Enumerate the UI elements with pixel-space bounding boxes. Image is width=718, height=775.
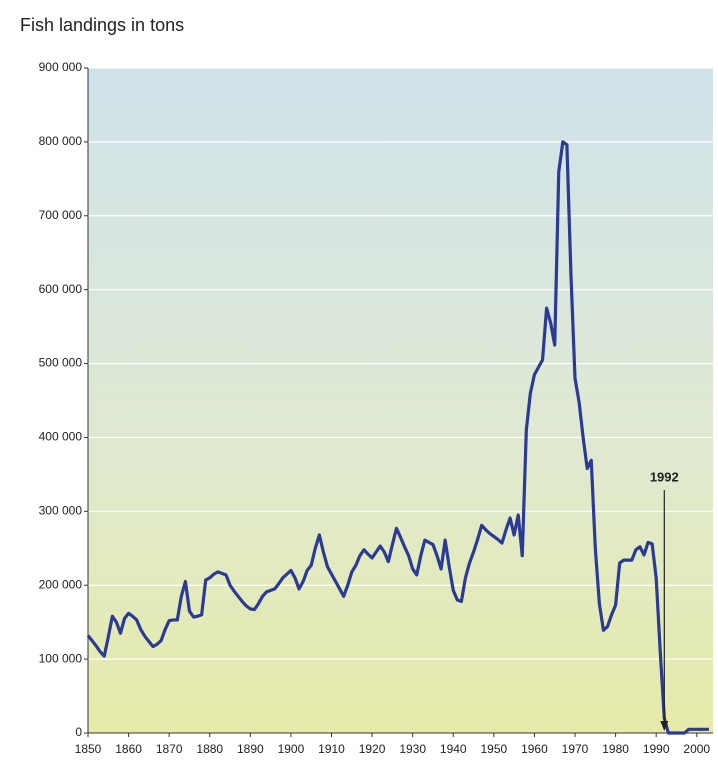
y-tick-label: 700 000 <box>39 208 83 222</box>
x-tick-label: 1940 <box>440 742 467 756</box>
x-tick-label: 1870 <box>156 742 183 756</box>
x-tick-label: 1900 <box>278 742 305 756</box>
y-tick-label: 800 000 <box>39 134 83 148</box>
y-tick-label: 200 000 <box>39 577 83 591</box>
x-tick-label: 1860 <box>115 742 142 756</box>
chart-title: Fish landings in tons <box>20 15 184 35</box>
x-tick-label: 1950 <box>480 742 507 756</box>
x-tick-label: 1890 <box>237 742 264 756</box>
x-tick-label: 1910 <box>318 742 345 756</box>
x-tick-label: 1990 <box>643 742 670 756</box>
plot-background <box>88 68 713 733</box>
data-line <box>86 140 709 735</box>
annotation-arrowhead <box>660 721 669 731</box>
y-tick-label: 400 000 <box>39 430 83 444</box>
x-tick-label: 1850 <box>75 742 102 756</box>
x-tick-label: 1980 <box>602 742 629 756</box>
y-tick-label: 600 000 <box>39 282 83 296</box>
y-tick-label: 300 000 <box>39 504 83 518</box>
x-tick-label: 1960 <box>521 742 548 756</box>
y-tick-label: 100 000 <box>39 651 83 665</box>
x-tick-label: 1920 <box>359 742 386 756</box>
x-tick-label: 2000 <box>683 742 710 756</box>
y-tick-label: 500 000 <box>39 356 83 370</box>
y-tick-label: 0 <box>75 725 82 739</box>
y-tick-label: 900 000 <box>39 60 83 74</box>
x-tick-label: 1970 <box>562 742 589 756</box>
x-tick-label: 1880 <box>196 742 223 756</box>
annotation-label: 1992 <box>650 469 679 484</box>
x-tick-label: 1930 <box>399 742 426 756</box>
